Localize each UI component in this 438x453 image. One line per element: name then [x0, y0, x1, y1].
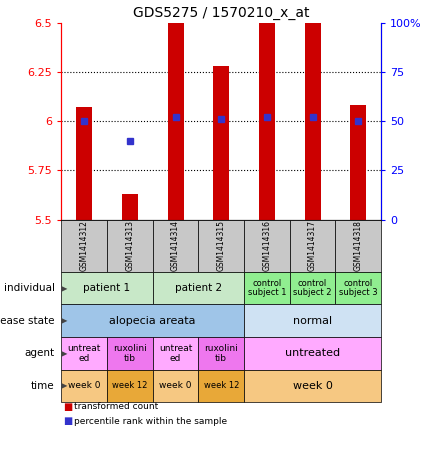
Text: ruxolini
tib: ruxolini tib	[113, 344, 147, 363]
Bar	[122, 194, 138, 220]
Bar	[213, 66, 229, 220]
Text: week 12: week 12	[204, 381, 239, 390]
Text: GSM1414313: GSM1414313	[125, 220, 134, 271]
Text: untreated: untreated	[285, 348, 340, 358]
Bar	[167, 0, 184, 220]
Text: untreat
ed: untreat ed	[159, 344, 192, 363]
Text: week 0: week 0	[293, 381, 332, 391]
Text: patient 1: patient 1	[83, 283, 131, 293]
Text: GSM1414316: GSM1414316	[262, 220, 272, 271]
Text: control
subject 1: control subject 1	[247, 279, 286, 298]
Bar	[350, 106, 366, 220]
Text: GSM1414315: GSM1414315	[217, 220, 226, 271]
Text: GSM1414318: GSM1414318	[354, 220, 363, 271]
Text: transformed count: transformed count	[74, 402, 159, 411]
Text: week 0: week 0	[159, 381, 192, 390]
Title: GDS5275 / 1570210_x_at: GDS5275 / 1570210_x_at	[133, 6, 309, 20]
Text: individual: individual	[4, 283, 55, 293]
Text: disease state: disease state	[0, 316, 55, 326]
Text: time: time	[31, 381, 55, 391]
Text: control
subject 2: control subject 2	[293, 279, 332, 298]
Bar	[76, 107, 92, 220]
Text: control
subject 3: control subject 3	[339, 279, 378, 298]
Text: GSM1414314: GSM1414314	[171, 220, 180, 271]
Text: percentile rank within the sample: percentile rank within the sample	[74, 417, 228, 426]
Text: patient 2: patient 2	[175, 283, 222, 293]
Text: ▶: ▶	[61, 284, 68, 293]
Text: normal: normal	[293, 316, 332, 326]
Text: GSM1414312: GSM1414312	[80, 220, 88, 271]
Text: GSM1414317: GSM1414317	[308, 220, 317, 271]
Text: ▶: ▶	[61, 349, 68, 358]
Text: week 12: week 12	[112, 381, 148, 390]
Text: ■: ■	[64, 416, 73, 426]
Text: ■: ■	[64, 402, 73, 412]
Text: alopecia areata: alopecia areata	[110, 316, 196, 326]
Text: ▶: ▶	[61, 381, 68, 390]
Text: week 0: week 0	[68, 381, 100, 390]
Text: ▶: ▶	[61, 316, 68, 325]
Bar	[304, 0, 321, 220]
Text: ruxolini
tib: ruxolini tib	[204, 344, 238, 363]
Text: agent: agent	[25, 348, 55, 358]
Bar	[259, 0, 275, 220]
Text: untreat
ed: untreat ed	[67, 344, 101, 363]
